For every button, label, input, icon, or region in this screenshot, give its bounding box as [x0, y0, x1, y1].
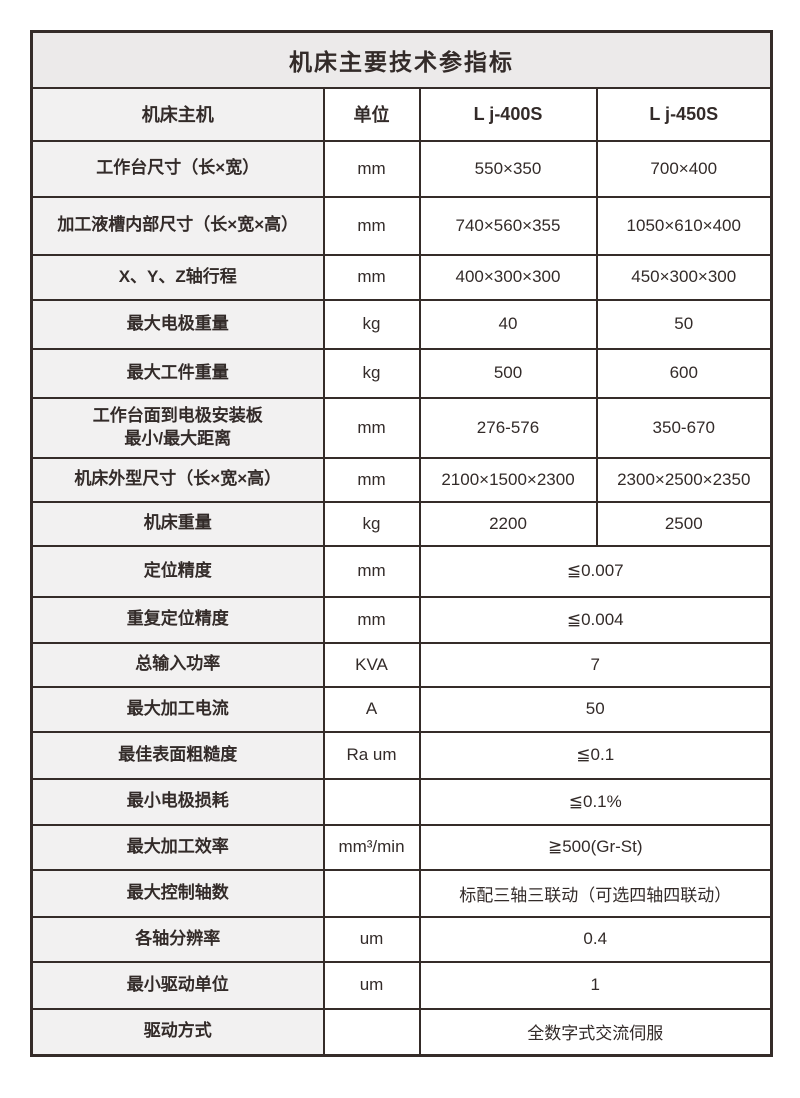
row-value-merged: 50 — [418, 685, 773, 733]
table-body: 工作台尺寸（长×宽） mm 550×350 700×400 加工液槽内部尺寸（长×宽×高… — [30, 139, 773, 1057]
row-label: 机床重量 — [30, 500, 325, 547]
table-row: 重复定位精度 mm ≦0.004 — [30, 595, 773, 644]
row-value-lj450s: 2500 — [595, 500, 773, 547]
row-unit: mm — [322, 595, 421, 644]
row-value-lj400s: 400×300×300 — [418, 253, 598, 301]
page-title: 机床主要技术参指标 — [30, 30, 773, 89]
row-unit: um — [322, 960, 421, 1010]
row-unit — [322, 1007, 421, 1057]
row-unit: mm — [322, 396, 421, 459]
header-row: 机床主机 单位 L j-400S L j-450S — [30, 86, 773, 142]
row-label: 定位精度 — [30, 544, 325, 598]
row-unit: KVA — [322, 641, 421, 688]
row-value-lj400s: 276-576 — [418, 396, 598, 459]
row-label: 最佳表面粗糙度 — [30, 730, 325, 780]
row-unit — [322, 777, 421, 826]
table-row: 最大工件重量 kg 500 600 — [30, 347, 773, 399]
row-value-lj450s: 50 — [595, 298, 773, 350]
row-value-merged: 1 — [418, 960, 773, 1010]
table-row: 加工液槽内部尺寸（长×宽×高） mm 740×560×355 1050×610×400 — [30, 195, 773, 256]
row-value-merged: 标配三轴三联动（可选四轴四联动） — [418, 868, 773, 918]
row-unit: um — [322, 915, 421, 963]
table-row: 最大电极重量 kg 40 50 — [30, 298, 773, 350]
row-label: 加工液槽内部尺寸（长×宽×高） — [30, 195, 325, 256]
row-label: 工作台面到电极安装板 最小/最大距离 — [30, 396, 325, 459]
table-row: 驱动方式 全数字式交流伺服 — [30, 1007, 773, 1057]
title-row: 机床主要技术参指标 — [30, 30, 773, 89]
row-value-merged: ≧500(Gr-St) — [418, 823, 773, 871]
header-machine-label: 机床主机 — [30, 86, 325, 142]
row-value-merged: ≦0.007 — [418, 544, 773, 598]
header-model-lj400s: L j-400S — [418, 86, 598, 142]
row-value-merged: ≦0.1% — [418, 777, 773, 826]
row-unit: kg — [322, 347, 421, 399]
spec-table: 机床主要技术参指标 机床主机 单位 L j-400S L j-450S 工作台尺… — [30, 30, 773, 1057]
table-row: 各轴分辨率 um 0.4 — [30, 915, 773, 963]
row-value-lj400s: 2100×1500×2300 — [418, 456, 598, 503]
row-unit: mm — [322, 456, 421, 503]
row-unit: A — [322, 685, 421, 733]
table-row: 机床外型尺寸（长×宽×高） mm 2100×1500×2300 2300×2500×2… — [30, 456, 773, 503]
row-value-lj450s: 350-670 — [595, 396, 773, 459]
row-label: 最大工件重量 — [30, 347, 325, 399]
row-unit: mm — [322, 544, 421, 598]
header-model-lj450s: L j-450S — [595, 86, 773, 142]
row-unit: kg — [322, 500, 421, 547]
table-row: 总输入功率 KVA 7 — [30, 641, 773, 688]
row-label: 重复定位精度 — [30, 595, 325, 644]
table-row: 工作台尺寸（长×宽） mm 550×350 700×400 — [30, 139, 773, 198]
row-value-merged: ≦0.1 — [418, 730, 773, 780]
row-label: 机床外型尺寸（长×宽×高） — [30, 456, 325, 503]
row-unit: mm — [322, 195, 421, 256]
row-unit: kg — [322, 298, 421, 350]
row-label: 最大加工效率 — [30, 823, 325, 871]
row-value-lj400s: 740×560×355 — [418, 195, 598, 256]
row-label: 最大电极重量 — [30, 298, 325, 350]
row-value-lj400s: 500 — [418, 347, 598, 399]
table-row: 最大加工效率 mm³/min ≧500(Gr-St) — [30, 823, 773, 871]
row-label: 驱动方式 — [30, 1007, 325, 1057]
table-row: 工作台面到电极安装板 最小/最大距离 mm 276-576 350-670 — [30, 396, 773, 459]
row-value-lj450s: 700×400 — [595, 139, 773, 198]
row-label: 工作台尺寸（长×宽） — [30, 139, 325, 198]
row-value-lj450s: 600 — [595, 347, 773, 399]
row-value-lj400s: 2200 — [418, 500, 598, 547]
row-value-merged: 0.4 — [418, 915, 773, 963]
row-value-lj450s: 2300×2500×2350 — [595, 456, 773, 503]
row-label: 最小电极损耗 — [30, 777, 325, 826]
row-label: 总输入功率 — [30, 641, 325, 688]
row-unit: mm³/min — [322, 823, 421, 871]
row-value-merged: ≦0.004 — [418, 595, 773, 644]
table-row: 最大控制轴数 标配三轴三联动（可选四轴四联动） — [30, 868, 773, 918]
row-label: 最小驱动单位 — [30, 960, 325, 1010]
table-row: 最大加工电流 A 50 — [30, 685, 773, 733]
row-value-lj400s: 550×350 — [418, 139, 598, 198]
table-row: 机床重量 kg 2200 2500 — [30, 500, 773, 547]
table-row: 最佳表面粗糙度 Ra um ≦0.1 — [30, 730, 773, 780]
row-unit — [322, 868, 421, 918]
table-row: 最小电极损耗 ≦0.1% — [30, 777, 773, 826]
row-unit: mm — [322, 253, 421, 301]
row-label: X、Y、Z轴行程 — [30, 253, 325, 301]
table-row: X、Y、Z轴行程 mm 400×300×300 450×300×300 — [30, 253, 773, 301]
row-label: 最大控制轴数 — [30, 868, 325, 918]
row-label: 最大加工电流 — [30, 685, 325, 733]
row-value-merged: 全数字式交流伺服 — [418, 1007, 773, 1057]
row-label: 各轴分辨率 — [30, 915, 325, 963]
table-row: 最小驱动单位 um 1 — [30, 960, 773, 1010]
table-row: 定位精度 mm ≦0.007 — [30, 544, 773, 598]
row-unit: mm — [322, 139, 421, 198]
row-value-lj450s: 450×300×300 — [595, 253, 773, 301]
row-value-merged: 7 — [418, 641, 773, 688]
row-value-lj450s: 1050×610×400 — [595, 195, 773, 256]
row-value-lj400s: 40 — [418, 298, 598, 350]
row-unit: Ra um — [322, 730, 421, 780]
header-unit-label: 单位 — [322, 86, 421, 142]
